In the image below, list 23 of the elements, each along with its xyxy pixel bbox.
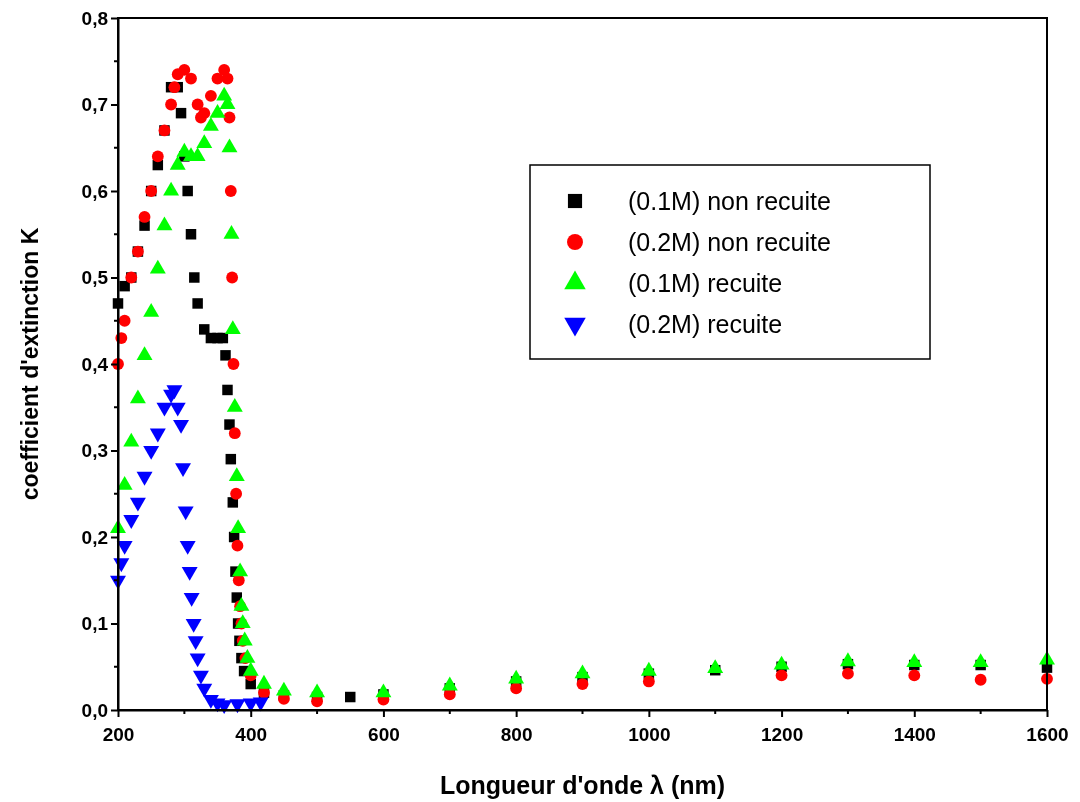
x-tick-label: 1600 [1026, 723, 1069, 745]
y-tick-label: 0,2 [81, 526, 108, 548]
y-tick-label: 0,7 [81, 94, 108, 116]
y-tick-label: 0,6 [81, 180, 108, 202]
y-tick-label: 0,1 [81, 613, 109, 635]
x-tick-label: 1000 [628, 723, 671, 745]
legend-label: (0.2M) recuite [628, 310, 783, 338]
y-tick-label: 0,3 [81, 440, 108, 462]
y-tick-label: 0,0 [81, 699, 108, 721]
x-tick-label: 1400 [893, 723, 936, 745]
x-axis-title: Longueur d'onde λ (nm) [439, 771, 726, 799]
y-tick-label: 0,5 [81, 267, 109, 289]
x-tick-label: 600 [368, 723, 400, 745]
x-tick-label: 1200 [760, 723, 804, 745]
x-tick-label: 400 [235, 723, 268, 745]
y-axis-title: coefficient d'extinction K [17, 227, 43, 501]
legend-label: (0.1M) recuite [628, 269, 783, 297]
y-tick-label: 0,8 [81, 7, 108, 29]
x-tick-label: 200 [102, 723, 135, 745]
x-tick-label: 800 [500, 723, 533, 745]
legend-label: (0.1M) non recuite [628, 187, 831, 215]
legend-label: (0.2M) non recuite [628, 228, 831, 256]
y-tick-label: 0,4 [81, 353, 109, 375]
